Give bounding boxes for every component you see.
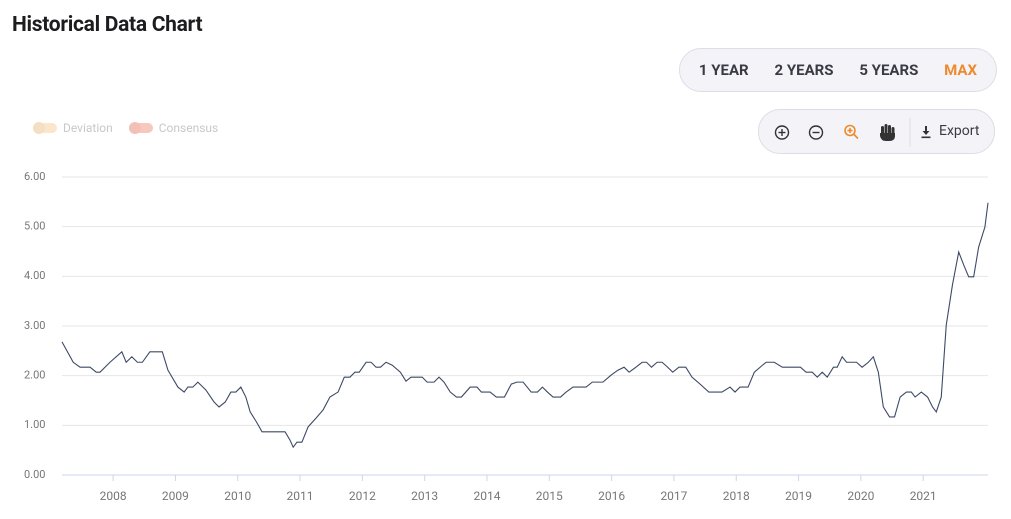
y-tick-label: 0.00	[24, 468, 45, 481]
y-tick-label: 1.00	[24, 418, 45, 431]
zoom-select-button[interactable]	[844, 124, 859, 140]
toolbar: Export	[758, 109, 995, 154]
pan-button[interactable]	[880, 124, 895, 141]
range-button[interactable]: 5 YEARS	[859, 61, 919, 79]
range-button[interactable]: MAX	[944, 61, 978, 79]
legend-toggle[interactable]: Deviation	[33, 121, 113, 135]
chart-title: Historical Data Chart	[12, 13, 203, 37]
x-tick-label: 2018	[723, 489, 750, 503]
toolbar-icons	[774, 118, 931, 147]
zoom-in-button[interactable]	[774, 125, 790, 140]
toggle-label: Deviation	[63, 121, 113, 135]
x-tick-label: 2016	[598, 489, 625, 503]
toggle-switch[interactable]	[33, 123, 57, 133]
range-selector: 1 YEAR 2 YEARS 5 YEARS MAX	[679, 48, 997, 92]
x-tick-label: 2008	[100, 489, 127, 503]
range-button[interactable]: 2 YEARS	[774, 61, 834, 79]
x-tick-label: 2014	[473, 489, 500, 503]
x-tick-label: 2020	[847, 489, 874, 503]
y-tick-label: 4.00	[24, 269, 45, 282]
toggle-switch[interactable]	[128, 123, 153, 133]
toggle-label: Consensus	[158, 121, 219, 135]
x-tick-label: 2013	[411, 489, 438, 503]
y-tick-label: 6.00	[24, 170, 45, 183]
x-tick-label: 2012	[349, 489, 376, 503]
x-tick-label: 2019	[785, 489, 812, 503]
export-icon[interactable]	[921, 126, 931, 139]
x-tick-label: 2009	[162, 489, 189, 503]
x-tick-label: 2015	[536, 489, 563, 503]
legend-toggle[interactable]: Consensus	[128, 121, 219, 135]
data-line	[61, 202, 989, 449]
y-tick-label: 5.00	[24, 220, 45, 233]
y-tick-label: 3.00	[24, 319, 45, 332]
x-tick-label: 2010	[224, 489, 251, 503]
x-tick-label: 2021	[910, 489, 937, 503]
legend-toggles: Deviation Consensus	[33, 121, 218, 135]
x-tick-label: 2017	[660, 489, 687, 503]
zoom-out-button[interactable]	[808, 125, 824, 140]
y-tick-label: 2.00	[24, 369, 45, 382]
range-button[interactable]: 1 YEAR	[698, 61, 749, 79]
x-tick-label: 2011	[287, 489, 314, 503]
export-button[interactable]: Export	[939, 123, 980, 139]
